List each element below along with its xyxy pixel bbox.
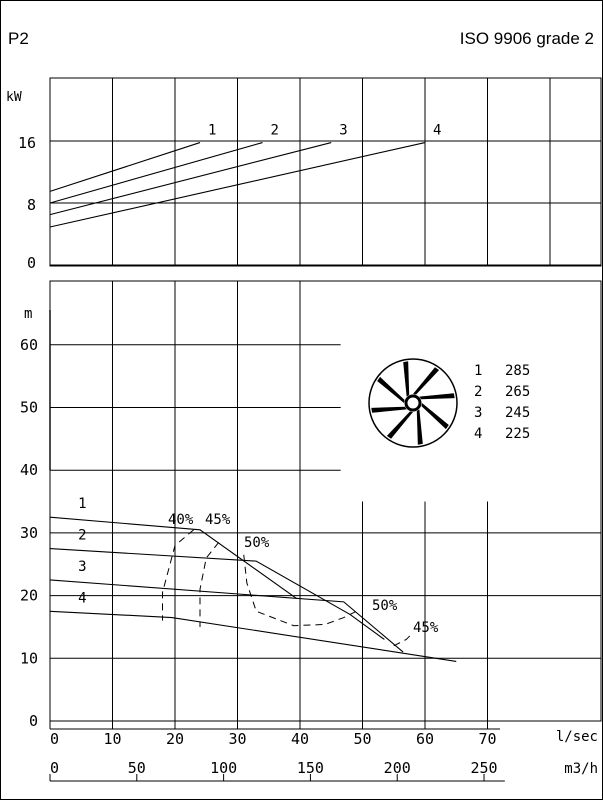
head-series-label-2: 2 (78, 528, 86, 544)
efficiency-curves-group (162, 529, 413, 647)
header-left-label: P2 (8, 29, 29, 48)
legend-value-1: 285 (505, 363, 530, 379)
x-axis-lsec-label: l/sec (556, 729, 598, 745)
head-series-group: 1 2 3 4 (49, 496, 457, 662)
head-line-3 (49, 579, 404, 653)
eff-label-45-right: 45% (413, 620, 439, 636)
x-ticklabel-lsec-60: 60 (416, 730, 434, 748)
legend-value-3: 245 (505, 405, 530, 421)
x-axis-m3h-label: m3/h (564, 761, 598, 777)
head-line-4 (49, 610, 457, 662)
x-ticklabel-lsec-10: 10 (103, 730, 121, 748)
head-ytick-30: 30 (20, 524, 38, 542)
power-ylabel: kW (6, 90, 22, 105)
head-line-1 (49, 516, 298, 600)
x-ticklabel-m3h-200: 200 (384, 759, 411, 777)
legend-id-2: 2 (474, 384, 482, 400)
impeller-blade (377, 376, 405, 403)
x-ticklabel-m3h-150: 150 (297, 759, 324, 777)
head-ytick-40: 40 (20, 461, 38, 479)
head-grid (49, 281, 601, 721)
header-right-label: ISO 9906 grade 2 (460, 29, 594, 48)
head-ylabel: m (24, 306, 32, 322)
efficiency-curve-0 (162, 529, 195, 621)
eff-label-50-right: 50% (372, 598, 398, 614)
head-series-label-1: 1 (78, 496, 86, 512)
power-series-label-4: 4 (433, 123, 441, 139)
impeller-blade (419, 393, 455, 400)
x-ticklabel-lsec-70: 70 (478, 730, 496, 748)
x-ticklabel-lsec-0: 0 (50, 730, 59, 748)
impeller-blade (386, 411, 413, 439)
efficiency-curve-2 (243, 554, 357, 627)
power-series-label-3: 3 (339, 123, 347, 139)
impeller-blade (413, 367, 440, 395)
impeller-legend: 1 285 2 265 3 245 4 225 (474, 363, 530, 442)
eff-label-45-left: 45% (205, 512, 231, 528)
head-ytick-60: 60 (20, 336, 38, 354)
impeller-blade (403, 361, 410, 397)
head-ytick-50: 50 (20, 399, 38, 417)
power-line-4 (49, 142, 426, 228)
eff-label-50-top: 50% (244, 535, 270, 551)
power-ytick-0: 0 (27, 254, 36, 272)
legend-id-3: 3 (474, 405, 482, 421)
power-series-label-2: 2 (271, 123, 279, 139)
power-series-group: 1 2 3 4 (49, 123, 441, 228)
x-ticklabel-lsec-40: 40 (291, 730, 309, 748)
head-ytick-20: 20 (20, 587, 38, 605)
head-series-label-3: 3 (78, 559, 86, 575)
x-ticklabel-m3h-250: 250 (470, 759, 497, 777)
legend-id-1: 1 (474, 363, 482, 379)
power-ytick-16: 16 (18, 134, 36, 152)
impeller-blade (416, 409, 423, 445)
power-panel-frame (49, 77, 602, 267)
power-line-1 (49, 142, 201, 192)
impeller-icon (368, 358, 458, 448)
impeller-blade (371, 406, 407, 413)
x-axis-m3h: 0 50 100 150 200 250 (49, 759, 505, 782)
power-line-2 (49, 142, 263, 204)
head-ytick-0: 0 (29, 712, 38, 730)
head-panel-frame (49, 280, 602, 722)
efficiency-curve-3 (393, 632, 413, 647)
legend-value-4: 225 (505, 426, 530, 442)
head-ytick-10: 10 (20, 649, 38, 667)
head-line-2 (49, 548, 385, 640)
impeller-blade (421, 403, 449, 430)
legend-value-2: 265 (505, 384, 530, 400)
power-ytick-8: 8 (27, 196, 36, 214)
efficiency-curve-1 (199, 541, 220, 627)
legend-id-4: 4 (474, 426, 482, 442)
power-line-3 (49, 142, 332, 216)
x-ticklabel-lsec-50: 50 (353, 730, 371, 748)
eff-label-40: 40% (168, 512, 194, 528)
head-yticks: 60 50 40 30 20 10 0 (20, 336, 38, 730)
x-ticklabel-m3h-0: 0 (50, 759, 59, 777)
power-grid (50, 78, 601, 266)
x-ticklabel-lsec-20: 20 (166, 730, 184, 748)
power-series-label-1: 1 (208, 123, 216, 139)
x-axis-lsec: 0 10 20 30 40 50 60 70 (49, 721, 500, 748)
head-series-label-4: 4 (78, 590, 86, 606)
x-ticklabel-m3h-50: 50 (128, 759, 146, 777)
x-ticklabel-m3h-100: 100 (210, 759, 237, 777)
x-ticklabel-lsec-30: 30 (228, 730, 246, 748)
